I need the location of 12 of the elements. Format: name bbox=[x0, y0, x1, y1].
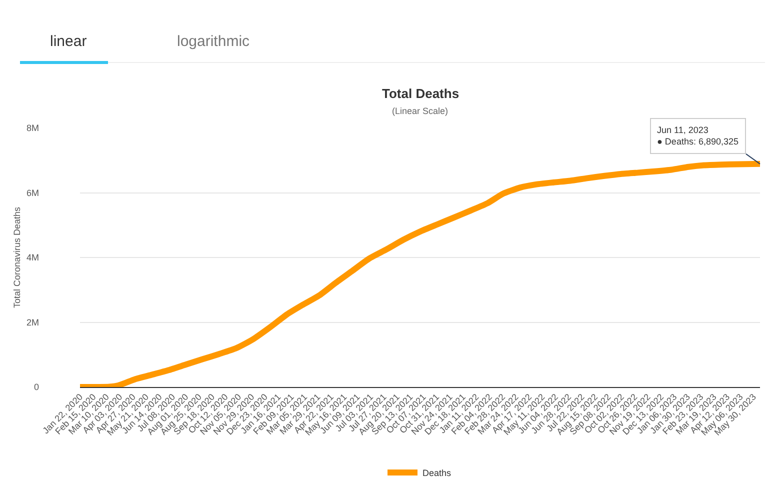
chart-subtitle: (Linear Scale) bbox=[392, 106, 448, 116]
y-axis-title: Total Coronavirus Deaths bbox=[12, 206, 22, 308]
chart-title: Total Deaths bbox=[382, 86, 460, 101]
text: linear bbox=[50, 33, 87, 50]
y-tick-label: 4M bbox=[26, 252, 39, 263]
y-tick-label: 2M bbox=[26, 317, 39, 328]
annotation: Jun 11, 2023 ● Deaths: 6,890,325 bbox=[657, 125, 738, 147]
y-tick-label: 6M bbox=[26, 188, 39, 198]
y-tick-label: 0 bbox=[34, 382, 39, 392]
legend-label: Deaths bbox=[422, 468, 452, 478]
y-tick-label: 8M bbox=[26, 123, 39, 134]
text: logarithmic bbox=[177, 33, 250, 50]
